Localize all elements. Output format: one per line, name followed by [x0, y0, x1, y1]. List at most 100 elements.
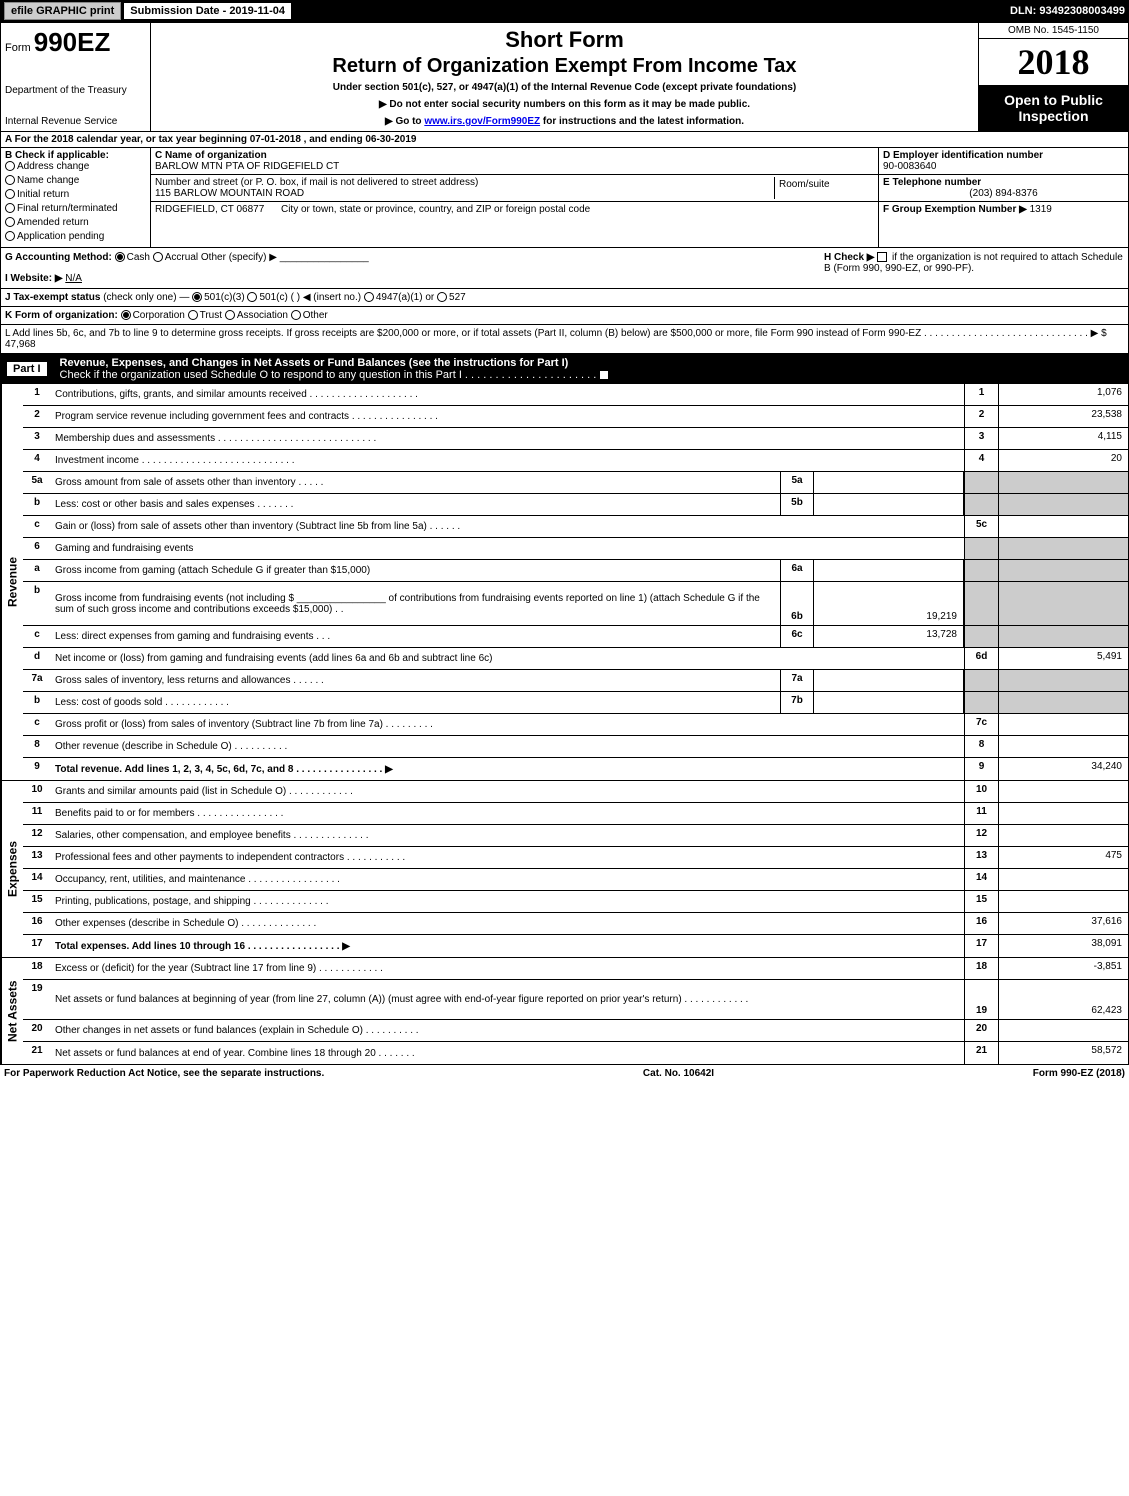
l12-rnum: 12	[964, 825, 998, 846]
l5c-rnum: 5c	[964, 516, 998, 537]
section-j: J Tax-exempt status (check only one) — 5…	[0, 289, 1129, 307]
netassets-table: Net Assets 18 Excess or (deficit) for th…	[0, 958, 1129, 1065]
l4-rval: 20	[998, 450, 1128, 471]
l-value: 47,968	[5, 339, 36, 350]
radio-cash[interactable]	[115, 252, 125, 262]
l7c-num: c	[23, 714, 51, 735]
line-7b: b Less: cost of goods sold . . . . . . .…	[23, 692, 1128, 714]
l20-rnum: 20	[964, 1020, 998, 1041]
radio-corp[interactable]	[121, 310, 131, 320]
short-form-title: Short Form	[161, 27, 968, 53]
l6a-rval-shade	[998, 560, 1128, 581]
section-a-prefix: A For the 2018 calendar year, or tax yea…	[5, 134, 250, 145]
header-left: Form 990EZ Department of the Treasury In…	[1, 23, 151, 131]
radio-accrual[interactable]	[153, 252, 163, 262]
part1-schedule-o-checkbox[interactable]	[599, 370, 609, 380]
section-c: C Name of organization BARLOW MTN PTA OF…	[151, 148, 878, 247]
l5b-desc: Less: cost or other basis and sales expe…	[51, 494, 780, 515]
goto-prefix: ▶ Go to	[385, 116, 424, 127]
l5c-desc: Gain or (loss) from sale of assets other…	[51, 516, 964, 537]
l16-rval: 37,616	[998, 913, 1128, 934]
l2-rnum: 2	[964, 406, 998, 427]
header-right: OMB No. 1545-1150 2018 Open to Public In…	[978, 23, 1128, 131]
l14-desc: Occupancy, rent, utilities, and maintena…	[51, 869, 964, 890]
l10-num: 10	[23, 781, 51, 802]
l7a-desc: Gross sales of inventory, less returns a…	[51, 670, 780, 691]
group-exemption-value: 1319	[1030, 204, 1052, 215]
section-f: F Group Exemption Number ▶ 1319	[879, 202, 1128, 217]
l13-rval: 475	[998, 847, 1128, 868]
chk-name-change[interactable]: Name change	[5, 175, 146, 186]
l15-rval	[998, 891, 1128, 912]
l7c-rval	[998, 714, 1128, 735]
irs-label: Internal Revenue Service	[5, 116, 146, 127]
section-a-begin: 07-01-2018	[250, 134, 301, 145]
l12-desc: Salaries, other compensation, and employ…	[51, 825, 964, 846]
org-city-box: RIDGEFIELD, CT 06877 City or town, state…	[151, 202, 878, 217]
section-g: G Accounting Method: Cash Accrual Other …	[5, 252, 824, 284]
chk-initial-return[interactable]: Initial return	[5, 189, 146, 200]
l8-rval	[998, 736, 1128, 757]
l15-rnum: 15	[964, 891, 998, 912]
radio-501c3[interactable]	[192, 292, 202, 302]
l3-rnum: 3	[964, 428, 998, 449]
h-checkbox[interactable]	[877, 252, 887, 262]
radio-other[interactable]	[291, 310, 301, 320]
radio-assoc[interactable]	[225, 310, 235, 320]
l8-desc: Other revenue (describe in Schedule O) .…	[51, 736, 964, 757]
section-b-label: B Check if applicable:	[5, 150, 109, 161]
l6a-inum: 6a	[780, 560, 814, 581]
line-18: 18 Excess or (deficit) for the year (Sub…	[23, 958, 1128, 980]
website-value: N/A	[65, 273, 82, 284]
l19-num: 19	[23, 980, 51, 1019]
l6c-num: c	[23, 626, 51, 647]
l2-rval: 23,538	[998, 406, 1128, 427]
l16-desc: Other expenses (describe in Schedule O) …	[51, 913, 964, 934]
chk-address-change[interactable]: Address change	[5, 161, 146, 172]
phone-label: E Telephone number	[883, 177, 981, 188]
l10-rval	[998, 781, 1128, 802]
l7b-ival	[814, 692, 964, 713]
efile-print-button[interactable]: efile GRAPHIC print	[4, 2, 121, 20]
group-exemption-label: F Group Exemption Number ▶	[883, 204, 1027, 215]
l7b-rnum-shade	[964, 692, 998, 713]
def-column: D Employer identification number 90-0083…	[878, 148, 1128, 247]
line-21: 21 Net assets or fund balances at end of…	[23, 1042, 1128, 1064]
omb-number: OMB No. 1545-1150	[979, 23, 1128, 39]
l4-num: 4	[23, 450, 51, 471]
radio-trust[interactable]	[188, 310, 198, 320]
l6b-desc: Gross income from fundraising events (no…	[51, 582, 780, 625]
line-10: 10 Grants and similar amounts paid (list…	[23, 781, 1128, 803]
radio-527[interactable]	[437, 292, 447, 302]
line-12: 12 Salaries, other compensation, and emp…	[23, 825, 1128, 847]
l7c-desc: Gross profit or (loss) from sales of inv…	[51, 714, 964, 735]
org-name-box: C Name of organization BARLOW MTN PTA OF…	[151, 148, 878, 175]
l6b-ival: 19,219	[814, 582, 964, 625]
line-16: 16 Other expenses (describe in Schedule …	[23, 913, 1128, 935]
line-3: 3 Membership dues and assessments . . . …	[23, 428, 1128, 450]
l13-desc: Professional fees and other payments to …	[51, 847, 964, 868]
chk-pending[interactable]: Application pending	[5, 231, 146, 242]
line-5a: 5a Gross amount from sale of assets othe…	[23, 472, 1128, 494]
phone-value: (203) 894-8376	[883, 188, 1124, 199]
chk-final-return[interactable]: Final return/terminated	[5, 203, 146, 214]
l17-num: 17	[23, 935, 51, 957]
room-suite: Room/suite	[774, 177, 874, 199]
city-value: RIDGEFIELD, CT 06877	[155, 204, 264, 215]
line-6d: d Net income or (loss) from gaming and f…	[23, 648, 1128, 670]
l15-desc: Printing, publications, postage, and shi…	[51, 891, 964, 912]
l21-rnum: 21	[964, 1042, 998, 1064]
l5a-num: 5a	[23, 472, 51, 493]
goto-line: ▶ Go to www.irs.gov/Form990EZ for instru…	[161, 116, 968, 127]
radio-501c[interactable]	[247, 292, 257, 302]
form-header: Form 990EZ Department of the Treasury In…	[0, 22, 1129, 132]
goto-suffix: for instructions and the latest informat…	[543, 116, 744, 127]
l6-rnum-shade	[964, 538, 998, 559]
radio-4947[interactable]	[364, 292, 374, 302]
l1-rnum: 1	[964, 384, 998, 405]
goto-link[interactable]: www.irs.gov/Form990EZ	[424, 116, 540, 127]
chk-amended[interactable]: Amended return	[5, 217, 146, 228]
j-label: J Tax-exempt status	[5, 292, 100, 303]
l19-desc: Net assets or fund balances at beginning…	[51, 980, 964, 1019]
line-7a: 7a Gross sales of inventory, less return…	[23, 670, 1128, 692]
